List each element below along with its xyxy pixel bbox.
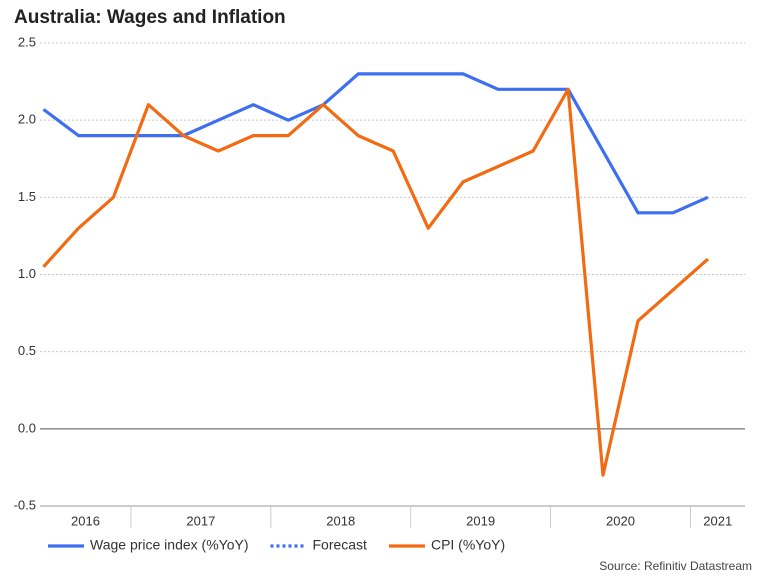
source: Source: Refinitiv Datastream — [599, 559, 752, 573]
chart-title: Australia: Wages and Inflation — [14, 7, 286, 28]
y-tick-label: 0.0 — [18, 420, 36, 435]
y-tick-label: 2.0 — [18, 112, 36, 127]
x-tick-label: 2021 — [703, 513, 732, 528]
series-line — [42, 87, 709, 477]
legend-label: Wage price index (%YoY) — [90, 537, 248, 553]
x-tick-label: 2019 — [466, 513, 495, 528]
x-tick-label: 2016 — [71, 513, 100, 528]
x-tick-label: 2020 — [606, 513, 635, 528]
y-tick-label: 1.5 — [18, 189, 36, 204]
legend-label: CPI (%YoY) — [431, 537, 505, 553]
x-tick-label: 2018 — [326, 513, 355, 528]
y-tick-label: -0.5 — [14, 497, 36, 512]
legend-label: Forecast — [312, 537, 367, 553]
y-tick-label: 1.0 — [18, 266, 36, 281]
y-tick-label: 2.5 — [18, 34, 36, 49]
x-tick-label: 2017 — [186, 513, 215, 528]
y-tick-label: 0.5 — [18, 343, 36, 358]
series-line — [42, 72, 709, 215]
